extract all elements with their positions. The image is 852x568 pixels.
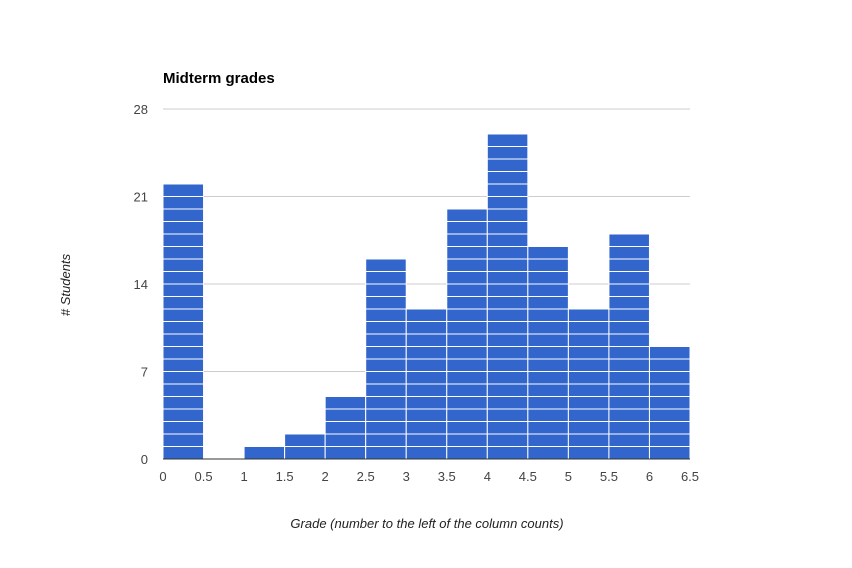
x-tick-label: 3 [403, 469, 410, 484]
bar [567, 308, 610, 460]
bar [648, 346, 691, 460]
y-axis-ticks: 0 7 14 21 28 [134, 102, 148, 467]
x-tick-label: 0 [159, 469, 166, 484]
y-tick-label: 28 [134, 102, 148, 117]
y-tick-label: 7 [141, 365, 148, 380]
x-tick-label: 4.5 [519, 469, 537, 484]
y-axis-title: # Students [58, 253, 73, 316]
bar [446, 208, 488, 460]
bar-rect [648, 346, 691, 460]
bar [405, 308, 448, 460]
bar [527, 246, 569, 460]
x-tick-label: 5 [565, 469, 572, 484]
bar [365, 258, 407, 460]
x-tick-label: 2 [322, 469, 329, 484]
bar [243, 446, 286, 460]
bar-rect [243, 446, 286, 460]
x-axis-ticks: 0 0.5 1 1.5 2 2.5 3 3.5 4 4.5 5 5.5 6 6.5 [159, 469, 699, 484]
bars [162, 133, 691, 460]
bar [284, 433, 326, 460]
y-tick-label: 21 [134, 190, 148, 205]
x-tick-label: 0.5 [194, 469, 212, 484]
bar [608, 233, 650, 460]
x-tick-label: 4 [484, 469, 491, 484]
x-tick-label: 1.5 [276, 469, 294, 484]
y-tick-label: 14 [134, 277, 148, 292]
x-tick-label: 3.5 [438, 469, 456, 484]
x-tick-label: 1 [240, 469, 247, 484]
bar [324, 396, 367, 460]
bar [486, 133, 529, 460]
x-tick-label: 5.5 [600, 469, 618, 484]
x-tick-label: 6 [646, 469, 653, 484]
x-axis-title: Grade (number to the left of the column … [290, 516, 563, 531]
bar [162, 183, 205, 460]
bar-rect [324, 396, 367, 460]
x-tick-label: 2.5 [357, 469, 375, 484]
bar-rect [527, 246, 569, 460]
y-tick-label: 0 [141, 452, 148, 467]
x-tick-label: 6.5 [681, 469, 699, 484]
chart-title: Midterm grades [163, 70, 275, 87]
